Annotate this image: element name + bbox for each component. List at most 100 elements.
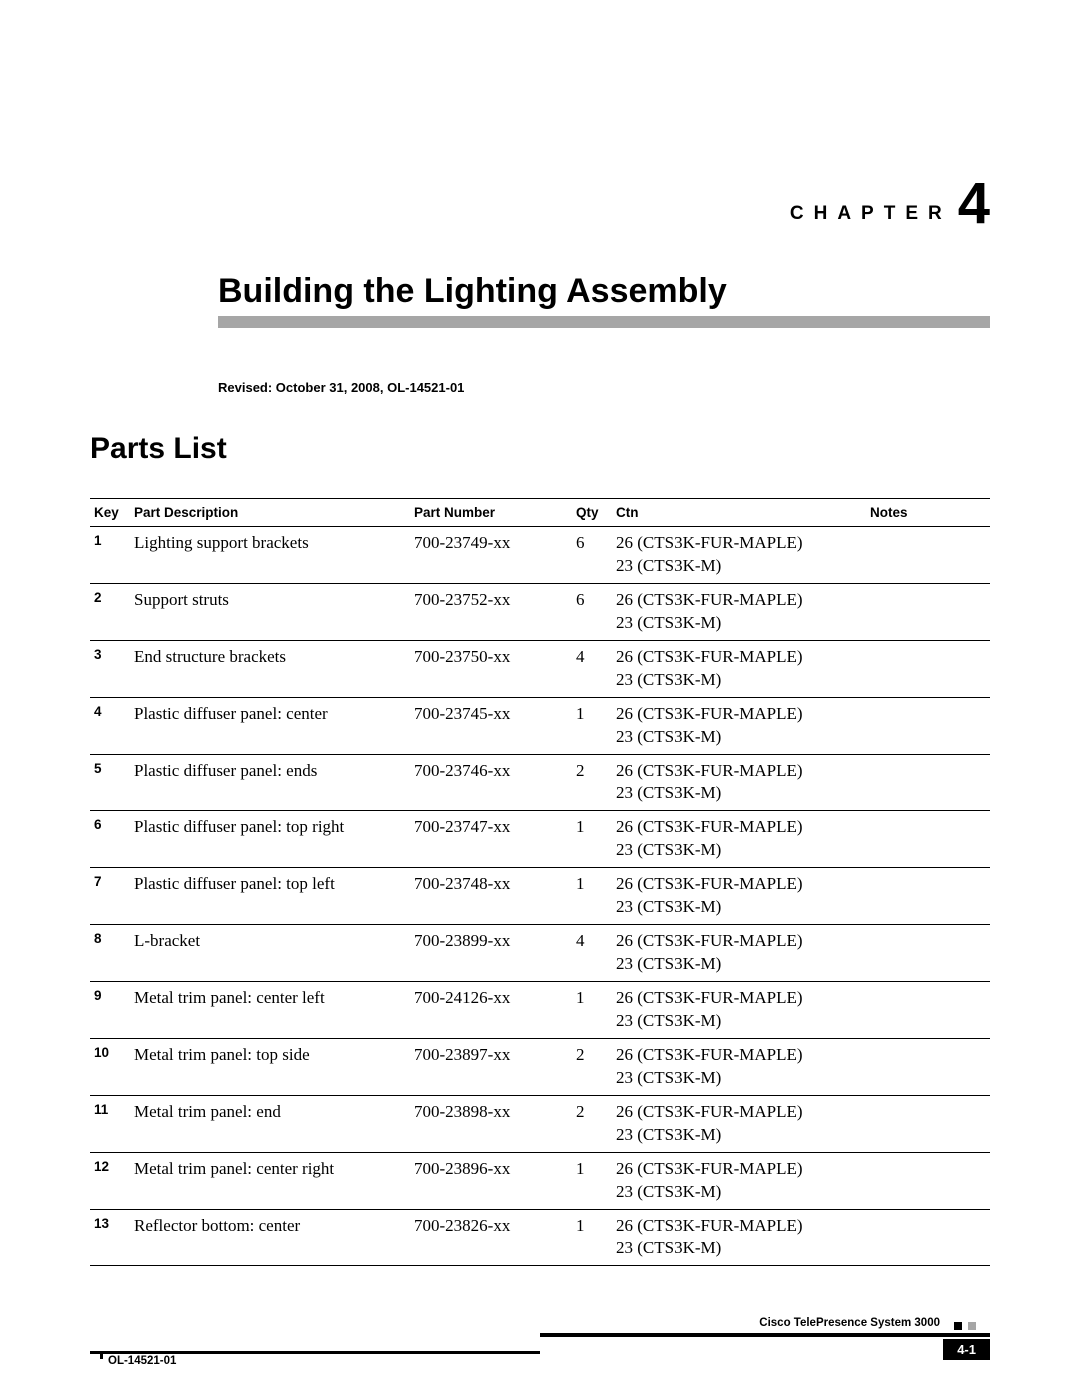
footer-left-tick [100, 1351, 103, 1359]
cell-key: 10 [90, 1038, 130, 1095]
cell-pn: 700-23749-xx [410, 527, 572, 584]
table-row: 1Lighting support brackets700-23749-xx62… [90, 527, 990, 584]
cell-pn: 700-23826-xx [410, 1209, 572, 1266]
cell-desc: Plastic diffuser panel: top left [130, 868, 410, 925]
cell-ctn: 26 (CTS3K-FUR-MAPLE)23 (CTS3K-M) [612, 1209, 866, 1266]
cell-ctn: 26 (CTS3K-FUR-MAPLE)23 (CTS3K-M) [612, 1152, 866, 1209]
cell-ctn: 26 (CTS3K-FUR-MAPLE)23 (CTS3K-M) [612, 868, 866, 925]
chapter-label: CHAPTER [790, 203, 952, 225]
cell-pn: 700-23899-xx [410, 925, 572, 982]
col-header-ctn: Ctn [612, 499, 866, 527]
cell-pn: 700-24126-xx [410, 982, 572, 1039]
cell-ctn: 26 (CTS3K-FUR-MAPLE)23 (CTS3K-M) [612, 982, 866, 1039]
cell-notes [866, 640, 990, 697]
cell-notes [866, 811, 990, 868]
cell-qty: 1 [572, 982, 612, 1039]
cell-key: 13 [90, 1209, 130, 1266]
cell-ctn: 26 (CTS3K-FUR-MAPLE)23 (CTS3K-M) [612, 697, 866, 754]
cell-qty: 1 [572, 1152, 612, 1209]
cell-qty: 2 [572, 1038, 612, 1095]
cell-qty: 4 [572, 640, 612, 697]
cell-ctn: 26 (CTS3K-FUR-MAPLE)23 (CTS3K-M) [612, 527, 866, 584]
cell-qty: 1 [572, 868, 612, 925]
parts-table-wrap: Key Part Description Part Number Qty Ctn… [90, 498, 990, 1266]
footer-product-name: Cisco TelePresence System 3000 [759, 1317, 940, 1329]
cell-pn: 700-23898-xx [410, 1095, 572, 1152]
cell-desc: Lighting support brackets [130, 527, 410, 584]
cell-notes [866, 1095, 990, 1152]
col-header-pn: Part Number [410, 499, 572, 527]
cell-desc: Reflector bottom: center [130, 1209, 410, 1266]
cell-qty: 1 [572, 811, 612, 868]
footer-page-number: 4-1 [943, 1339, 990, 1360]
cell-pn: 700-23747-xx [410, 811, 572, 868]
page-title: Building the Lighting Assembly [218, 272, 727, 311]
cell-notes [866, 982, 990, 1039]
cell-ctn: 26 (CTS3K-FUR-MAPLE)23 (CTS3K-M) [612, 1038, 866, 1095]
title-underline-bar [218, 316, 990, 328]
table-header-row: Key Part Description Part Number Qty Ctn… [90, 499, 990, 527]
cell-key: 1 [90, 527, 130, 584]
table-row: 8L-bracket700-23899-xx426 (CTS3K-FUR-MAP… [90, 925, 990, 982]
revised-line: Revised: October 31, 2008, OL-14521-01 [218, 380, 464, 395]
cell-qty: 1 [572, 697, 612, 754]
cell-pn: 700-23897-xx [410, 1038, 572, 1095]
cell-key: 9 [90, 982, 130, 1039]
col-header-desc: Part Description [130, 499, 410, 527]
cell-key: 11 [90, 1095, 130, 1152]
cell-desc: End structure brackets [130, 640, 410, 697]
cell-key: 8 [90, 925, 130, 982]
section-title: Parts List [90, 432, 227, 466]
footer-rule-right [540, 1333, 990, 1337]
col-header-qty: Qty [572, 499, 612, 527]
cell-notes [866, 583, 990, 640]
cell-desc: Metal trim panel: end [130, 1095, 410, 1152]
table-row: 3End structure brackets700-23750-xx426 (… [90, 640, 990, 697]
cell-qty: 4 [572, 925, 612, 982]
cell-pn: 700-23896-xx [410, 1152, 572, 1209]
cell-qty: 6 [572, 527, 612, 584]
cell-key: 6 [90, 811, 130, 868]
cell-ctn: 26 (CTS3K-FUR-MAPLE)23 (CTS3K-M) [612, 583, 866, 640]
cell-desc: Metal trim panel: center left [130, 982, 410, 1039]
cell-qty: 2 [572, 754, 612, 811]
col-header-key: Key [90, 499, 130, 527]
cell-desc: Plastic diffuser panel: top right [130, 811, 410, 868]
chapter-header: CHAPTER 4 [790, 175, 990, 233]
table-row: 7Plastic diffuser panel: top left700-237… [90, 868, 990, 925]
footer-square-black-icon [954, 1322, 962, 1330]
cell-pn: 700-23752-xx [410, 583, 572, 640]
col-header-notes: Notes [866, 499, 990, 527]
cell-desc: Support struts [130, 583, 410, 640]
table-row: 9Metal trim panel: center left700-24126-… [90, 982, 990, 1039]
cell-ctn: 26 (CTS3K-FUR-MAPLE)23 (CTS3K-M) [612, 1095, 866, 1152]
cell-desc: Plastic diffuser panel: ends [130, 754, 410, 811]
cell-desc: Metal trim panel: top side [130, 1038, 410, 1095]
cell-notes [866, 925, 990, 982]
footer-doc-id: OL-14521-01 [108, 1355, 176, 1367]
cell-ctn: 26 (CTS3K-FUR-MAPLE)23 (CTS3K-M) [612, 925, 866, 982]
cell-notes [866, 1038, 990, 1095]
cell-ctn: 26 (CTS3K-FUR-MAPLE)23 (CTS3K-M) [612, 754, 866, 811]
table-row: 10Metal trim panel: top side700-23897-xx… [90, 1038, 990, 1095]
chapter-number: 4 [958, 175, 990, 233]
cell-desc: Metal trim panel: center right [130, 1152, 410, 1209]
cell-key: 2 [90, 583, 130, 640]
table-row: 2Support struts700-23752-xx626 (CTS3K-FU… [90, 583, 990, 640]
cell-ctn: 26 (CTS3K-FUR-MAPLE)23 (CTS3K-M) [612, 811, 866, 868]
cell-qty: 1 [572, 1209, 612, 1266]
table-row: 4Plastic diffuser panel: center700-23745… [90, 697, 990, 754]
cell-notes [866, 754, 990, 811]
table-row: 13Reflector bottom: center700-23826-xx12… [90, 1209, 990, 1266]
cell-desc: Plastic diffuser panel: center [130, 697, 410, 754]
cell-key: 12 [90, 1152, 130, 1209]
table-row: 5Plastic diffuser panel: ends700-23746-x… [90, 754, 990, 811]
cell-key: 3 [90, 640, 130, 697]
cell-pn: 700-23748-xx [410, 868, 572, 925]
cell-qty: 2 [572, 1095, 612, 1152]
cell-notes [866, 868, 990, 925]
cell-desc: L-bracket [130, 925, 410, 982]
cell-ctn: 26 (CTS3K-FUR-MAPLE)23 (CTS3K-M) [612, 640, 866, 697]
footer-rule-left [90, 1351, 540, 1354]
cell-notes [866, 1209, 990, 1266]
